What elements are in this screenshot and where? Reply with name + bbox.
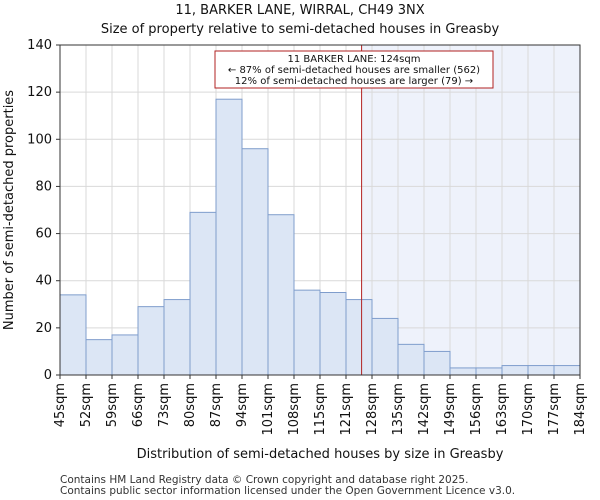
- x-tick-label: 66sqm: [131, 383, 146, 427]
- x-tick-label: 115sqm: [313, 383, 328, 436]
- chart-title: 11, BARKER LANE, WIRRAL, CH49 3NX: [175, 3, 424, 18]
- bar-115sqm: [319, 292, 347, 376]
- bar-73sqm: [163, 299, 191, 376]
- x-tick-label: 108sqm: [287, 383, 302, 436]
- bar-170sqm: [527, 365, 555, 376]
- y-tick-label: 100: [27, 132, 52, 147]
- y-tick-label: 0: [44, 368, 52, 383]
- x-axis-label: Distribution of semi-detached houses by …: [137, 447, 504, 462]
- x-axis-ticks: 45sqm 52sqm 59sqm 66sqm 73sqm 80sqm 87sqm 94sqm…: [53, 375, 588, 436]
- x-tick-label: 52sqm: [79, 383, 94, 427]
- bars: [59, 98, 581, 376]
- x-tick-label: 87sqm: [209, 383, 224, 427]
- footer-line-2: Contains public sector information licen…: [60, 485, 515, 497]
- y-tick-label: 20: [35, 321, 52, 336]
- bar-45sqm: [59, 294, 87, 376]
- annotation-line-3: 12% of semi-detached houses are larger (…: [235, 76, 473, 87]
- y-tick-label: 140: [27, 38, 52, 53]
- y-tick-label: 80: [35, 179, 52, 194]
- x-tick-label: 149sqm: [443, 383, 458, 436]
- bar-177sqm: [553, 365, 581, 376]
- annotation-line-2: ← 87% of semi-detached houses are smalle…: [228, 65, 480, 76]
- bar-149sqm: [449, 367, 477, 376]
- bar-80sqm: [189, 211, 217, 376]
- y-tick-label: 120: [27, 85, 52, 100]
- bar-128sqm: [371, 317, 399, 376]
- x-tick-label: 184sqm: [573, 383, 588, 436]
- x-tick-label: 177sqm: [547, 383, 562, 436]
- x-tick-label: 142sqm: [417, 383, 432, 436]
- x-tick-label: 59sqm: [105, 383, 120, 427]
- x-tick-label: 101sqm: [261, 383, 276, 436]
- bar-142sqm: [423, 350, 451, 376]
- annotation-box: 11 BARKER LANE: 124sqm ← 87% of semi-det…: [214, 50, 494, 89]
- bar-59sqm: [111, 334, 139, 376]
- bar-135sqm: [397, 343, 425, 376]
- x-tick-label: 80sqm: [183, 383, 198, 427]
- x-tick-label: 163sqm: [495, 383, 510, 436]
- x-tick-label: 45sqm: [53, 383, 68, 427]
- bar-121sqm: [345, 299, 373, 376]
- x-tick-label: 128sqm: [365, 383, 380, 436]
- bar-163sqm: [501, 365, 529, 376]
- x-tick-label: 170sqm: [521, 383, 536, 436]
- y-tick-label: 60: [35, 227, 52, 242]
- y-tick-label: 40: [35, 274, 52, 289]
- x-tick-label: 135sqm: [391, 383, 406, 436]
- x-tick-label: 121sqm: [339, 383, 354, 436]
- bar-66sqm: [137, 306, 165, 376]
- bar-52sqm: [85, 339, 113, 376]
- x-tick-label: 73sqm: [157, 383, 172, 427]
- bar-87sqm: [215, 98, 243, 376]
- bar-108sqm: [293, 289, 321, 376]
- y-axis-ticks: 0 20 40 60 80 100 120 140: [27, 38, 60, 383]
- bar-101sqm: [267, 214, 295, 376]
- bar-94sqm: [241, 148, 269, 376]
- annotation-line-1: 11 BARKER LANE: 124sqm: [288, 54, 421, 65]
- x-tick-label: 156sqm: [469, 383, 484, 436]
- x-tick-label: 94sqm: [235, 383, 250, 427]
- chart-subtitle: Size of property relative to semi-detach…: [101, 22, 500, 37]
- footer-line-1: Contains HM Land Registry data © Crown c…: [60, 474, 468, 486]
- bar-156sqm: [475, 367, 503, 376]
- y-axis-label: Number of semi-detached properties: [2, 90, 17, 330]
